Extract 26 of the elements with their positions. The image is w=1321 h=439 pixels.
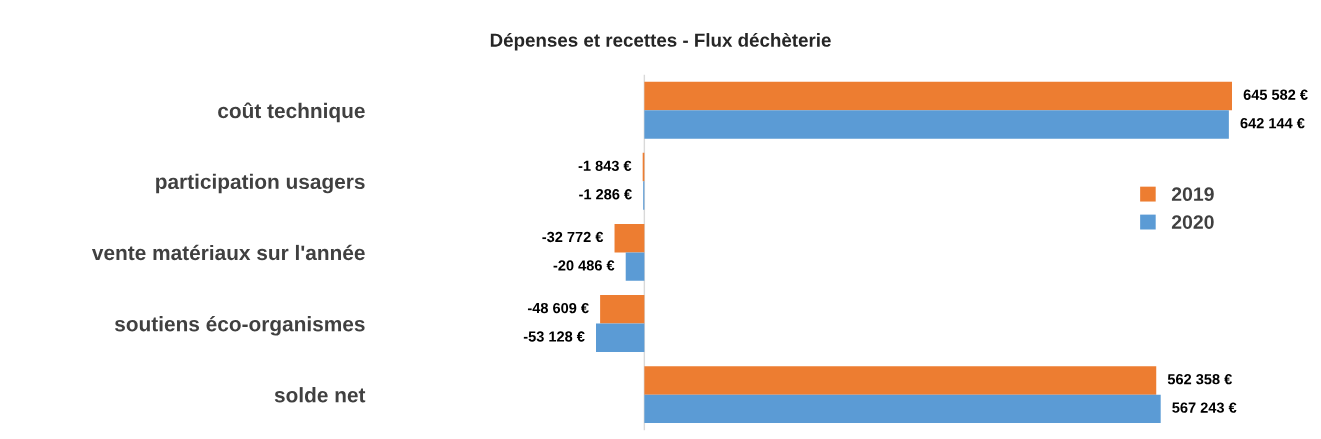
data-label: -1 286 € — [579, 189, 632, 200]
data-label: 562 358 € — [1167, 374, 1232, 385]
bar — [600, 295, 645, 324]
bar — [614, 223, 645, 253]
data-label: -48 609 € — [527, 302, 589, 314]
data-label: -32 772 € — [542, 231, 604, 243]
data-label: 645 582 € — [1243, 89, 1308, 100]
bar — [596, 323, 645, 352]
y-tick-label: vente matériaux sur l'année — [91, 244, 365, 261]
bar — [644, 394, 1161, 424]
y-tick-label: participation usagers — [156, 173, 365, 194]
data-label: 642 144 € — [1240, 118, 1305, 129]
data-label: -53 128 € — [523, 331, 585, 342]
data-label: 567 243 € — [1172, 402, 1237, 413]
chart-title: Dépenses et recettes - Flux déchèterie — [490, 32, 831, 51]
bar — [644, 366, 1157, 395]
legend-label: 2019 — [1171, 187, 1214, 202]
data-label: -20 486 € — [553, 260, 615, 271]
y-tick-label: solde net — [274, 387, 366, 403]
y-tick-label: coût technique — [218, 102, 365, 123]
legend-label: 2020 — [1171, 215, 1214, 229]
bar — [644, 110, 1229, 139]
data-label: -1 843 € — [578, 160, 632, 172]
bar — [644, 81, 1232, 111]
y-tick-label: soutiens éco-organismes — [114, 315, 365, 336]
bar — [625, 252, 645, 281]
